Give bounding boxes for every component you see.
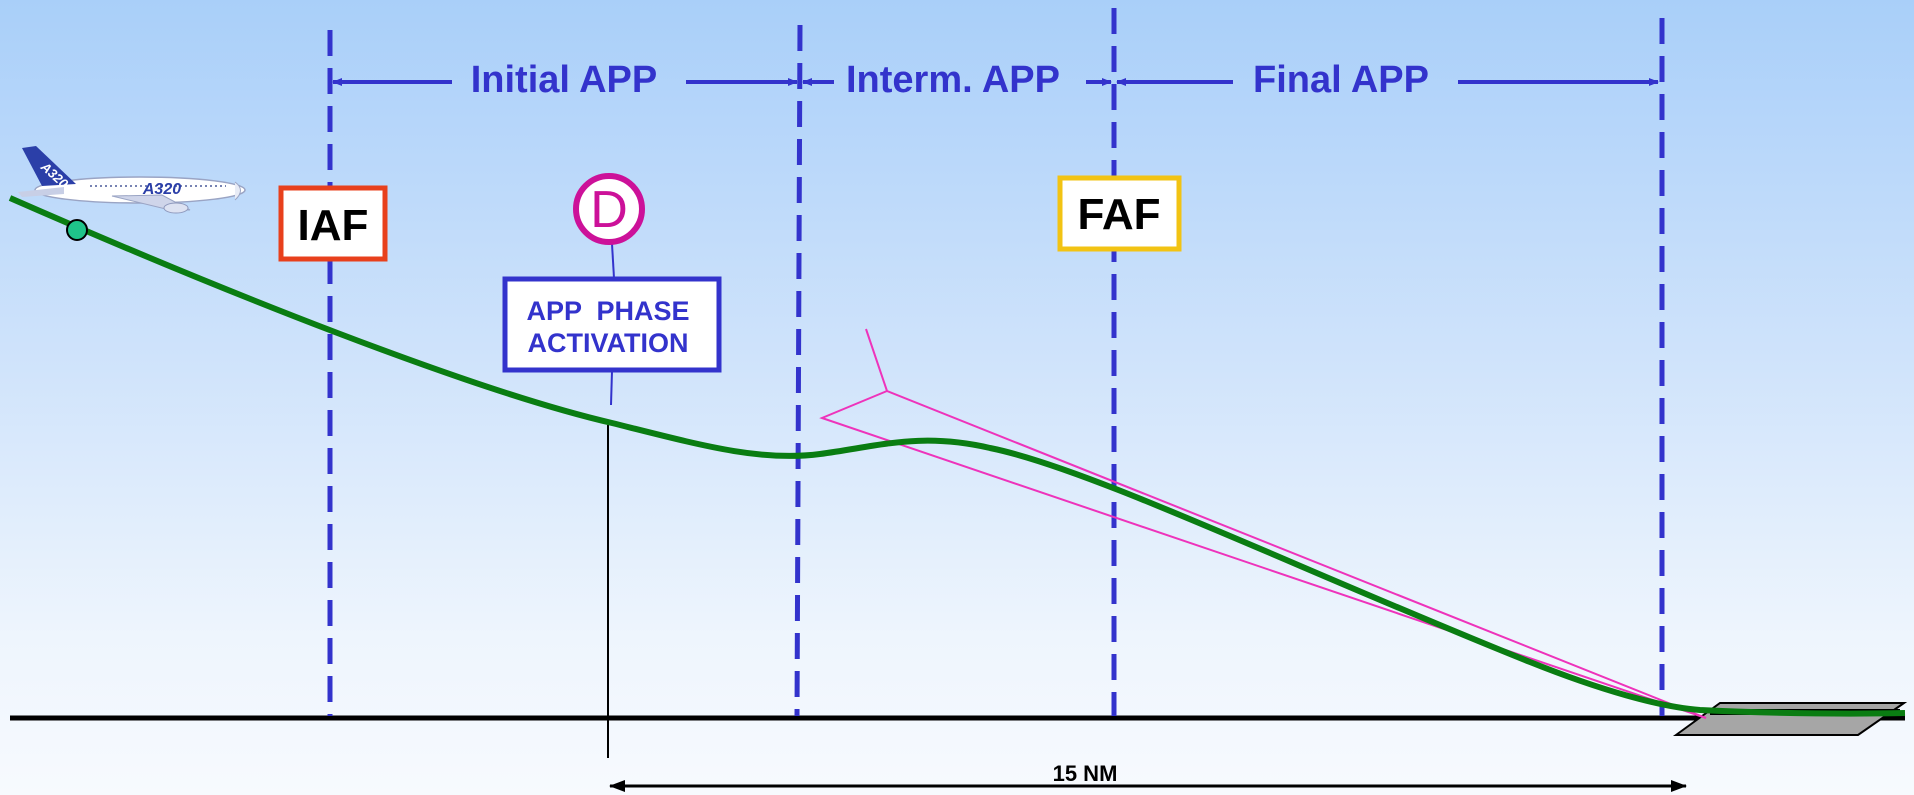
- phase-label-final: Final APP: [1253, 59, 1429, 101]
- aircraft-nose: [234, 181, 241, 201]
- aircraft-tail: [22, 146, 76, 186]
- aircraft-position-dot: [66, 219, 88, 241]
- faf-box: [1057, 175, 1182, 252]
- glide-cone-lower: [819, 390, 1707, 719]
- iaf-label: IAF: [298, 201, 369, 250]
- decel-marker-letter: D: [590, 181, 628, 239]
- app-phase-activation-box: [502, 276, 722, 373]
- boundary-initial-interm: [794, 24, 803, 717]
- decel-marker-circle: [573, 173, 645, 245]
- decel-connector-line: [611, 243, 615, 279]
- activation-line2: ACTIVATION: [528, 328, 689, 358]
- aircraft-stabilizer: [18, 187, 64, 197]
- activation-line1: APP PHASE: [526, 296, 689, 326]
- glide-cone-upper: [865, 328, 1707, 719]
- phase-label-intermediate: Interm. APP: [846, 59, 1060, 101]
- activation-connector-line: [610, 370, 613, 406]
- distance-label: 15 NM: [1053, 761, 1118, 786]
- aircraft-engine: [163, 202, 189, 214]
- aircraft-fuselage-text: A320: [142, 181, 181, 198]
- aircraft-a320: A320 A320: [18, 146, 246, 214]
- flight-path: [8, 195, 1906, 717]
- faf-label: FAF: [1077, 190, 1160, 239]
- iaf-box: [278, 185, 388, 262]
- phase-label-initial: Initial APP: [471, 59, 658, 101]
